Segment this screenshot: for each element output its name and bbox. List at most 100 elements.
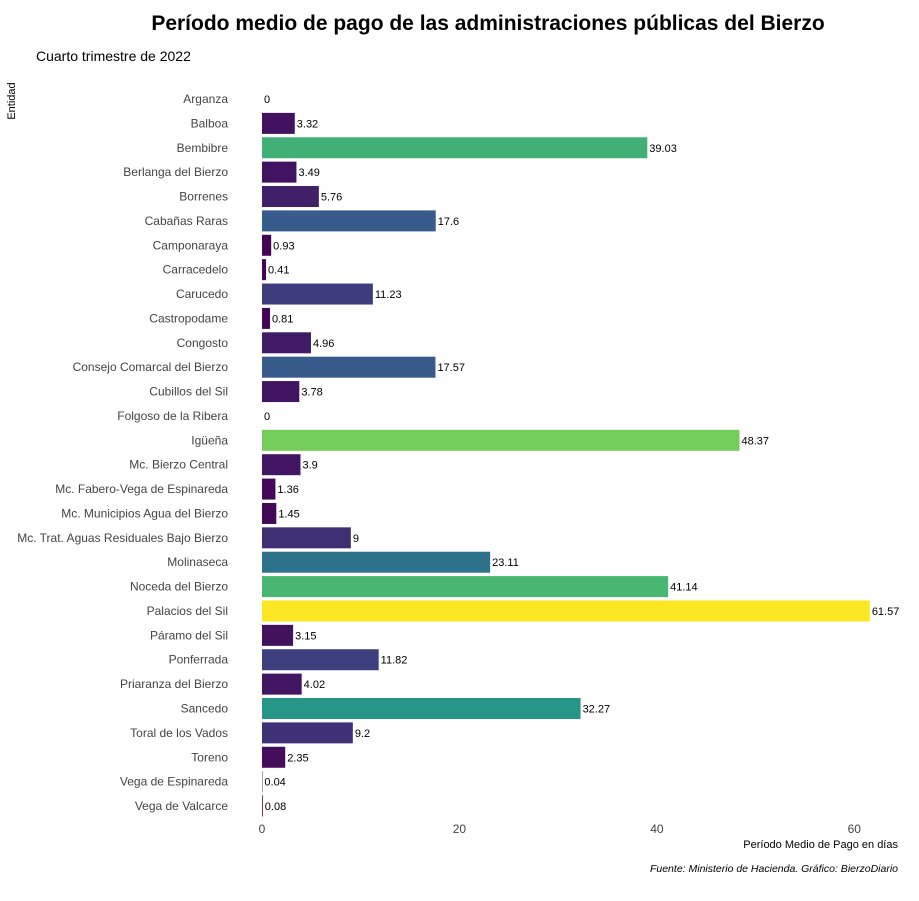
chart-subtitle: Cuarto trimestre de 2022 [36,48,191,64]
category-label-27: Toreno [191,750,228,764]
y-axis-title: Entidad [6,82,18,119]
category-label-3: Berlanga del Bierzo [123,165,228,179]
category-label-26: Toral de los Vados [130,726,228,740]
category-label-14: Igüeña [191,433,228,447]
bar-5 [262,210,436,232]
value-label-19: 23.11 [492,557,519,569]
bar-4 [262,186,319,208]
value-label-25: 32.27 [583,704,611,716]
value-label-6: 0.93 [273,240,294,252]
bar-8 [262,283,373,305]
value-label-22: 3.15 [295,630,316,642]
bar-26 [262,722,353,744]
bar-17 [262,502,277,524]
category-label-12: Cubillos del Sil [149,385,228,399]
category-labels: Arganza Balboa Bembibre Berlanga del Bierzo… [17,92,228,813]
category-label-5: Cabañas Raras [145,214,228,228]
value-label-28: 0.04 [264,777,285,789]
category-label-29: Vega de Valcarce [135,799,229,813]
value-label-0: 0 [264,94,270,106]
category-label-24: Priaranza del Bierzo [120,677,228,691]
bar-16 [262,478,276,500]
bar-23 [262,649,379,671]
bar-15 [262,454,301,476]
bar-14 [262,429,740,451]
chart-caption: Fuente: Ministerio de Hacienda. Gráfico:… [650,863,898,875]
value-label-18: 9 [353,533,359,545]
category-label-21: Palacios del Sil [147,604,228,618]
value-label-29: 0.08 [265,801,286,813]
value-label-24: 4.02 [304,679,325,691]
value-label-13: 0 [264,411,270,423]
value-label-27: 2.35 [287,752,308,764]
value-label-12: 3.78 [301,387,322,399]
value-label-1: 3.32 [297,118,318,130]
value-label-9: 0.81 [272,313,293,325]
bar-18 [262,527,351,549]
category-label-17: Mc. Municipios Agua del Bierzo [61,506,228,520]
category-label-11: Consejo Comarcal del Bierzo [73,360,229,374]
category-label-1: Balboa [191,116,229,130]
bar-25 [262,698,581,719]
category-label-15: Mc. Bierzo Central [129,458,228,472]
category-label-7: Carracedelo [163,263,229,277]
bar-19 [262,551,491,573]
bar-27 [262,746,286,768]
value-label-23: 11.82 [381,655,408,667]
category-label-28: Vega de Espinareda [120,775,228,789]
bar-2 [262,137,648,159]
x-tick-label-2: 40 [650,822,664,836]
bar-29 [262,795,263,817]
category-label-16: Mc. Fabero-Vega de Espinareda [55,482,228,496]
bar-7 [262,259,267,281]
value-label-2: 39.03 [649,143,677,155]
category-label-22: Páramo del Sil [150,628,228,642]
category-label-2: Bembibre [177,141,229,155]
bar-22 [262,624,294,646]
bar-12 [262,381,300,403]
chart-title: Período medio de pago de las administrac… [151,12,824,35]
x-tick-label-3: 60 [848,822,862,836]
category-label-6: Camponaraya [153,238,229,252]
category-label-25: Sancedo [181,702,229,716]
category-label-19: Molinaseca [167,555,228,569]
bar-6 [262,234,272,256]
bar-24 [262,673,302,695]
value-label-11: 17.57 [437,362,465,374]
bar-3 [262,161,297,183]
value-label-17: 1.45 [278,508,299,520]
category-label-18: Mc. Trat. Aguas Residuales Bajo Bierzo [17,531,228,545]
value-label-14: 48.37 [742,435,770,447]
value-label-3: 3.49 [298,167,319,179]
category-label-4: Borrenes [179,190,228,204]
value-label-15: 3.9 [303,460,318,472]
value-label-4: 5.76 [321,192,342,204]
bar-20 [262,576,669,598]
value-label-8: 11.23 [375,289,402,301]
value-label-5: 17.6 [438,216,459,228]
x-tick-label-0: 0 [259,822,266,836]
category-label-0: Arganza [183,92,228,106]
value-label-7: 0.41 [268,265,289,277]
category-label-20: Noceda del Bierzo [130,580,228,594]
value-label-20: 41.14 [670,582,698,594]
x-axis-title: Período Medio de Pago en días [743,839,898,851]
x-axis-ticks: 0 20 40 60 [259,822,862,836]
value-label-16: 1.36 [277,484,298,496]
value-label-10: 4.96 [313,338,334,350]
bar-10 [262,332,311,354]
bar-21 [262,600,870,622]
bar-9 [262,307,270,329]
value-label-26: 9.2 [355,728,370,740]
bar-11 [262,356,436,378]
x-tick-label-1: 20 [453,822,467,836]
bar-1 [262,112,295,134]
category-label-9: Castropodame [149,311,228,325]
category-label-10: Congosto [177,336,229,350]
value-labels: 0 3.32 39.03 3.49 5.76 17.6 0.93 0.41 11.23 0.81 4… [264,94,899,813]
category-label-8: Carucedo [176,287,228,301]
category-label-13: Folgoso de la Ribera [117,409,228,423]
value-label-21: 61.57 [872,606,900,618]
bars [262,112,870,817]
